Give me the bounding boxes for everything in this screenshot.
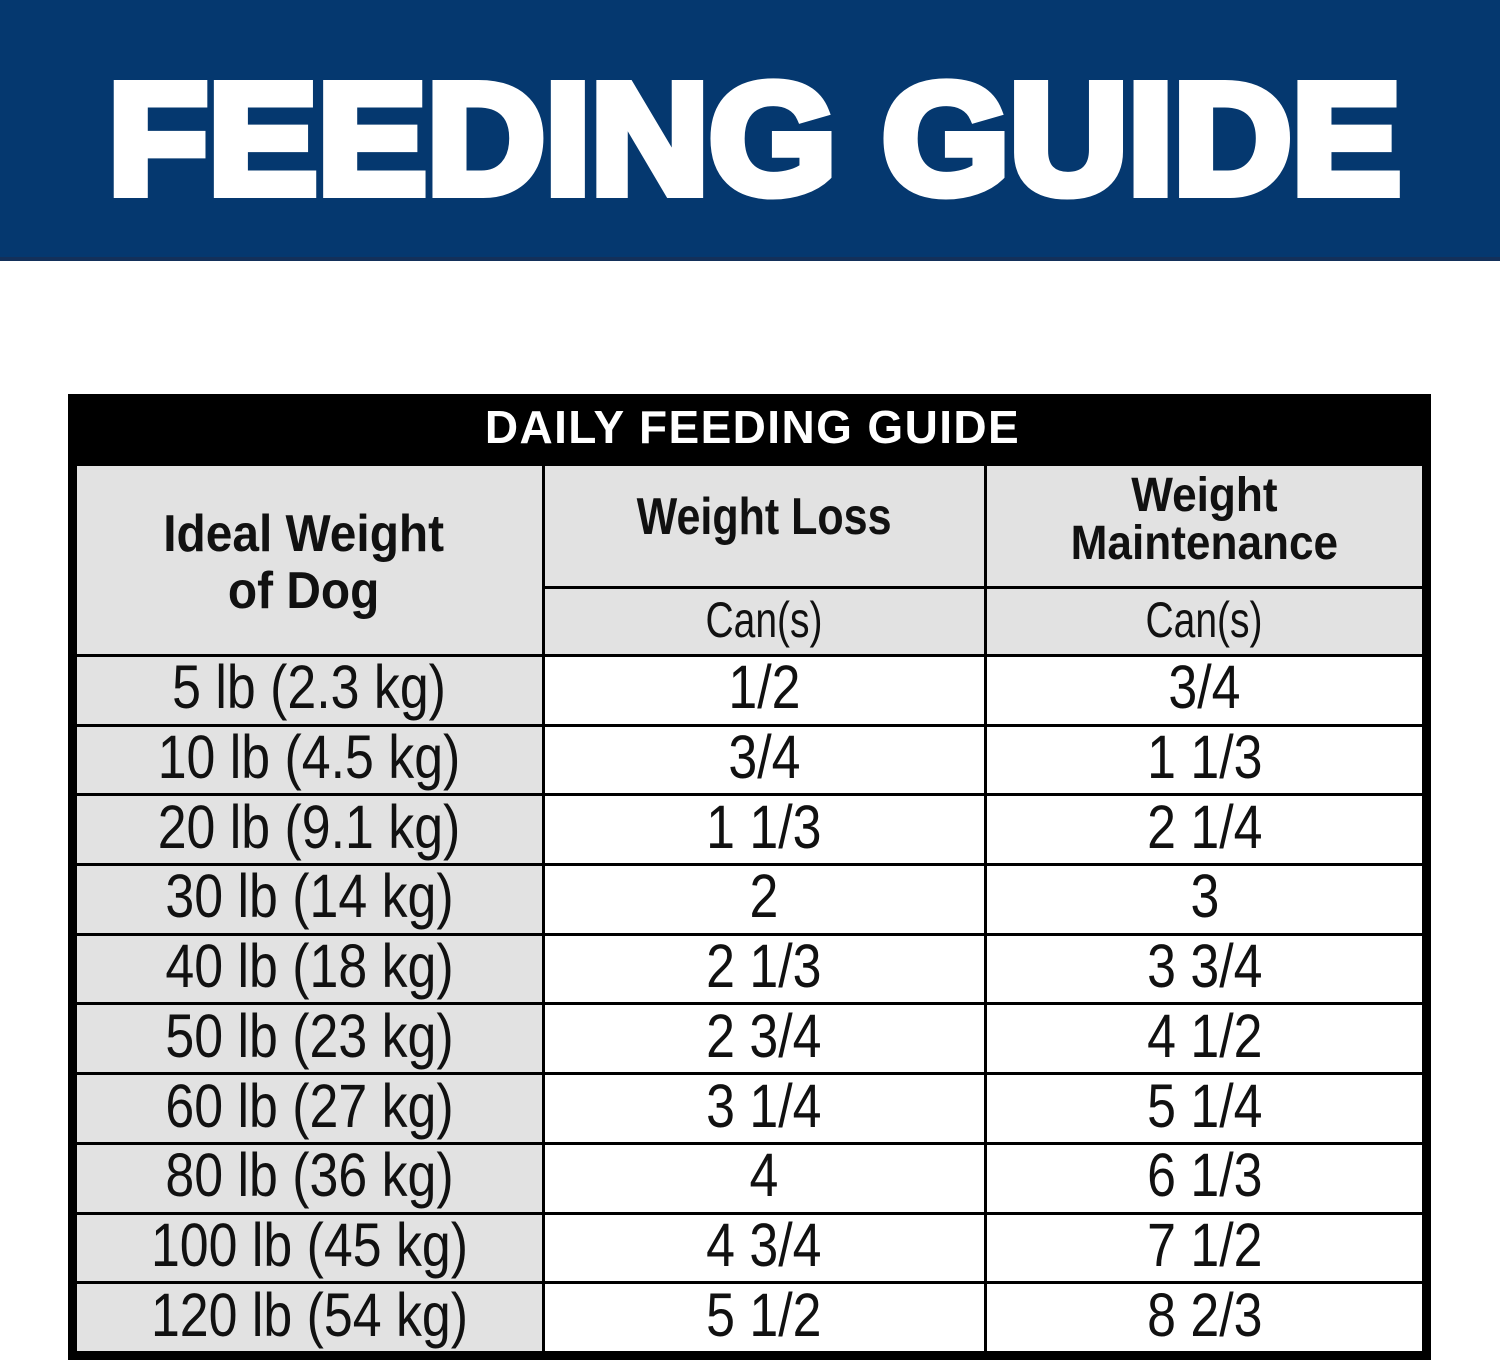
svg-text:FEEDING GUIDE: FEEDING GUIDE <box>108 52 1401 227</box>
